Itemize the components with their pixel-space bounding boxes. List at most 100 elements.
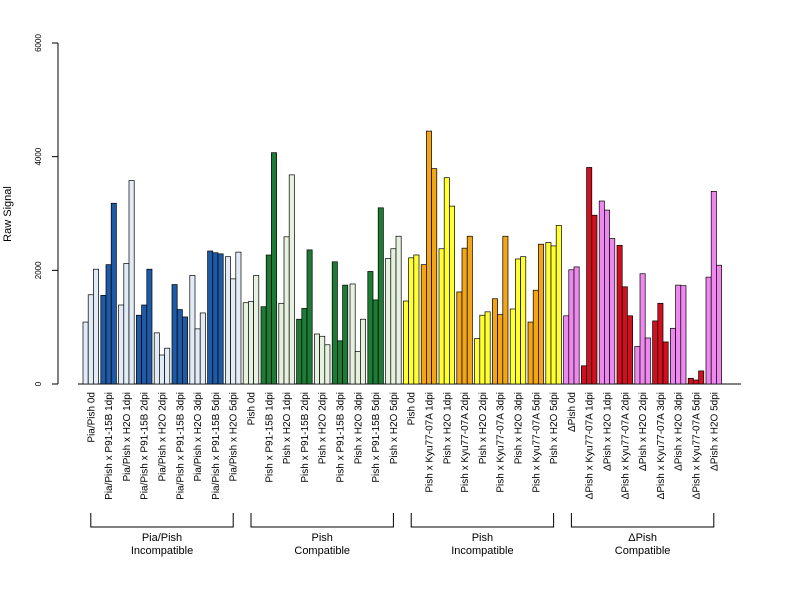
bar [680, 285, 687, 385]
group-label-line1: Pish [472, 532, 493, 544]
bar [153, 332, 160, 385]
bar [687, 377, 694, 385]
bar [159, 354, 165, 385]
bar [479, 314, 486, 385]
group-bracket [570, 513, 715, 528]
x-tick-label: ΔPish x Kyu77-07A 1dpi [585, 392, 596, 499]
bar [545, 242, 552, 385]
x-tick-label: ΔPish x Kyu77-07A 5dpi [692, 392, 703, 499]
bar [627, 315, 633, 385]
x-tick-label: ΔPish x Kyu77-07A 3dpi [656, 392, 667, 499]
y-axis-title: Raw Signal [2, 186, 14, 242]
bar [449, 205, 455, 385]
y-tick-label: 0 [34, 381, 43, 386]
bar [385, 258, 392, 385]
bar [403, 300, 409, 385]
bar [698, 370, 705, 385]
bar [461, 247, 468, 385]
group-label-line1: ΔPish [628, 532, 657, 544]
bars [82, 130, 722, 385]
bar [212, 252, 219, 385]
bar [538, 243, 544, 385]
bar [652, 320, 659, 385]
bar [395, 235, 402, 385]
x-tick-label: Pia/Pish x P91-15B 2dpi [140, 392, 151, 500]
x-tick-label: Pish x P91-15B 2dpi [300, 392, 311, 483]
bar [413, 254, 420, 385]
group-label-line1: Pish [311, 532, 332, 544]
x-tick-label: Pish x H2O 2dpi [318, 392, 329, 464]
bar [189, 275, 196, 385]
x-tick-labels: Pia/Pish 0d Pia/Pish x P91-15B 1dpi Pia/Pi… [86, 392, 720, 500]
bar [591, 214, 598, 385]
bar [639, 273, 646, 385]
x-tick-label: Pia/Pish x H2O 1dpi [122, 392, 133, 482]
x-tick-label: ΔPish x Kyu77-07A 2dpi [620, 392, 631, 499]
bar [520, 256, 527, 385]
bar [563, 315, 570, 385]
bar [609, 238, 616, 385]
bar [527, 321, 534, 385]
bar [532, 289, 539, 385]
bar [377, 207, 384, 385]
bar [621, 286, 628, 385]
bar [199, 312, 206, 385]
bar [555, 225, 562, 385]
bar [301, 308, 308, 385]
bar [693, 379, 699, 385]
bar [118, 304, 125, 385]
y-tick-label: 2000 [34, 261, 43, 279]
bar [509, 308, 516, 385]
x-tick-label: ΔPish x H2O 5dpi [709, 392, 720, 471]
bar [474, 338, 481, 385]
x-tick-label: Pish x Kyu77-07A 1dpi [425, 392, 436, 493]
x-tick-label: Pia/Pish x P91-15B 5dpi [211, 392, 222, 500]
x-tick-label: Pish x Kyu77-07A 5dpi [531, 392, 542, 493]
bar [616, 244, 623, 385]
bar [260, 306, 267, 385]
bar [265, 254, 272, 385]
y-tick-label: 6000 [34, 34, 43, 52]
bar [644, 337, 651, 385]
bar [466, 235, 473, 385]
x-tick-label: Pish x H2O 3dpi [514, 392, 525, 464]
y-ticks: 0 2000 4000 6000 [34, 34, 58, 386]
bar [306, 249, 313, 385]
bar [141, 304, 148, 385]
x-tick-label: Pish x H2O 1dpi [442, 392, 453, 464]
x-tick-label: Pish x H2O 2dpi [478, 392, 489, 464]
group-label-line1: Pia/Pish [142, 532, 182, 544]
x-tick-label: Pish x H2O 1dpi [282, 392, 293, 464]
x-tick-label: Pish 0d [247, 392, 258, 425]
bar [87, 294, 94, 385]
group-label-line2: Incompatible [451, 545, 513, 557]
x-tick-label: Pia/Pish 0d [86, 392, 97, 443]
bar [438, 248, 445, 385]
bar [110, 202, 117, 385]
bar [128, 180, 135, 385]
bar [604, 209, 610, 385]
bar [573, 266, 580, 385]
bar [675, 284, 682, 385]
bar [408, 257, 415, 385]
bar [319, 335, 326, 385]
bar [105, 264, 112, 385]
bar [390, 248, 397, 385]
group-bracket [90, 513, 234, 528]
x-tick-label: Pia/Pish x P91-15B 3dpi [175, 392, 186, 500]
bar [194, 328, 201, 385]
x-tick-label: Pish x P91-15B 1dpi [264, 392, 275, 483]
bar [716, 264, 722, 385]
bar [598, 200, 605, 385]
bar [324, 344, 331, 385]
x-tick-label: Pia/Pish x H2O 3dpi [193, 392, 204, 482]
bar [217, 253, 224, 385]
bar [372, 299, 379, 385]
bar [581, 365, 587, 385]
bar [93, 268, 99, 385]
bar [288, 174, 295, 385]
bar [484, 311, 491, 385]
y-tick-label: 4000 [34, 147, 43, 165]
bar [314, 333, 320, 385]
bar [182, 316, 188, 385]
